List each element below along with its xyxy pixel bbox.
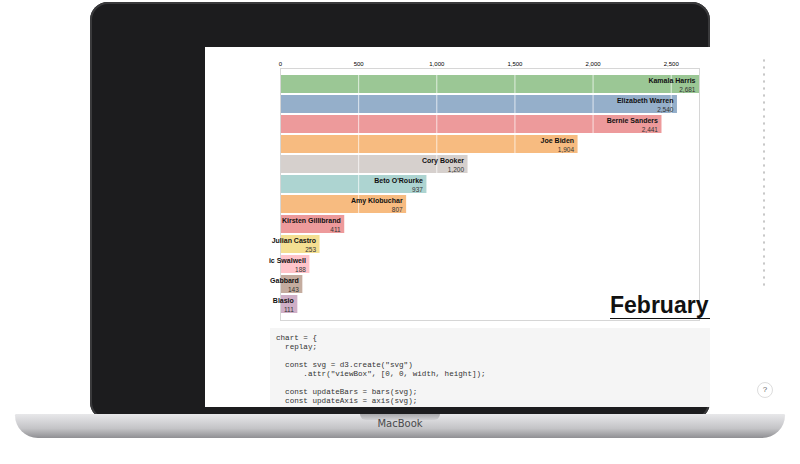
svg-text:Cory Booker: Cory Booker <box>422 157 464 165</box>
html-text:February: February <box>610 292 709 318</box>
html-text:const svg = d3.create("svg"): const svg = d3.create("svg") <box>276 361 413 369</box>
svg-text:Beto O'Rourke: Beto O'Rourke <box>374 177 423 184</box>
svg-text:411: 411 <box>330 226 341 233</box>
svg-text:937: 937 <box>412 186 423 193</box>
svg-text:Joe Biden: Joe Biden <box>541 137 574 144</box>
svg-text:111: 111 <box>284 306 294 313</box>
svg-text:Kamala Harris: Kamala Harris <box>648 77 695 84</box>
svg-text:Bernie Sanders: Bernie Sanders <box>607 117 658 124</box>
svg-text:143: 143 <box>288 286 299 293</box>
html-text:MacBook: MacBook <box>377 418 423 429</box>
svg-text:2,441: 2,441 <box>642 126 659 133</box>
svg-text:Julian Castro: Julian Castro <box>272 237 316 244</box>
svg-text:2,681: 2,681 <box>679 86 696 93</box>
svg-text:Blasio: Blasio <box>273 297 294 304</box>
svg-text:807: 807 <box>392 206 403 213</box>
html-text:chart = {: chart = { <box>276 334 317 342</box>
svg-text:Amy Klobuchar: Amy Klobuchar <box>351 197 403 205</box>
svg-text:1,200: 1,200 <box>448 166 465 173</box>
svg-text:1,904: 1,904 <box>558 146 575 153</box>
svg-text:2,540: 2,540 <box>657 106 674 113</box>
svg-text:Elizabeth Warren: Elizabeth Warren <box>617 97 674 104</box>
svg-text:2,000: 2,000 <box>586 61 602 67</box>
svg-text:0: 0 <box>279 61 283 67</box>
html-text:const updateAxis = axis(svg);: const updateAxis = axis(svg); <box>276 397 418 405</box>
svg-text:500: 500 <box>354 61 365 67</box>
svg-text:1,000: 1,000 <box>429 61 445 67</box>
svg-text:188: 188 <box>295 266 306 273</box>
svg-text:1,500: 1,500 <box>507 61 523 67</box>
svg-text:Gabbard: Gabbard <box>270 277 299 284</box>
svg-text:Kirsten Gillibrand: Kirsten Gillibrand <box>282 217 341 224</box>
svg-text:253: 253 <box>305 246 316 253</box>
html-text:replay;: replay; <box>276 343 317 351</box>
svg-text:ic Swalwell: ic Swalwell <box>269 257 306 264</box>
html-text:.attr("viewBox", [0, 0, width,: .attr("viewBox", [0, 0, width, height]); <box>276 370 486 378</box>
svg-text:2,500: 2,500 <box>664 61 680 67</box>
html-text:const updateBars = bars(svg);: const updateBars = bars(svg); <box>276 388 418 396</box>
